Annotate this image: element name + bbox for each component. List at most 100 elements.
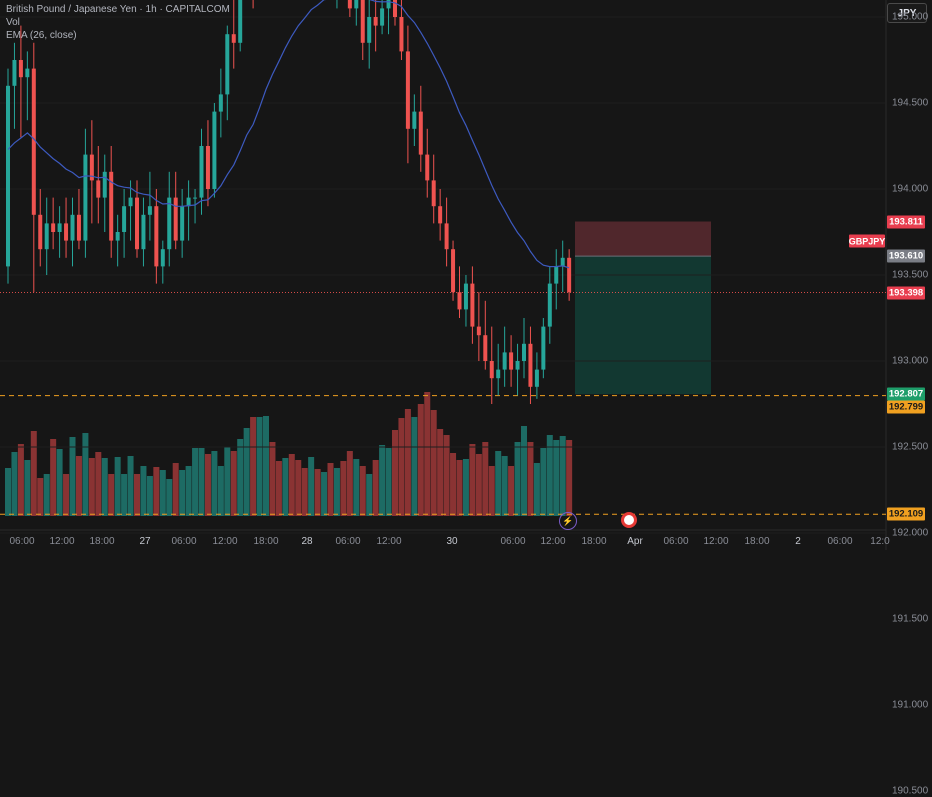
volume-bar	[146, 476, 153, 516]
volume-bar	[308, 457, 315, 516]
volume-bar	[50, 439, 57, 516]
volume-bar	[224, 447, 231, 516]
time-tick: 30	[446, 536, 458, 547]
candle-body	[470, 283, 475, 327]
time-tick: 06:00	[663, 536, 689, 547]
volume-bar	[127, 456, 134, 516]
candle-body	[180, 206, 185, 241]
volume-bar	[211, 451, 218, 516]
candle-body	[515, 361, 520, 370]
price-label: 193.811	[887, 215, 925, 228]
time-tick: 28	[301, 536, 313, 547]
price-tick: 194.000	[892, 183, 929, 195]
volume-bar	[521, 426, 527, 516]
volume-bar	[398, 418, 405, 516]
volume-bar	[88, 458, 95, 516]
candle-body	[528, 343, 533, 387]
volume-bar	[508, 466, 515, 516]
candle-body	[347, 0, 352, 9]
volume-bar	[269, 442, 276, 516]
volume-bar	[514, 442, 521, 516]
volume-bar	[501, 456, 508, 516]
candle-body	[31, 68, 36, 215]
volume-bar	[56, 449, 63, 516]
time-tick: 18:00	[253, 536, 279, 547]
candle-body	[102, 171, 107, 198]
volume-bar	[230, 451, 237, 516]
price-tick: 191.000	[892, 699, 929, 711]
volume-bar	[5, 468, 11, 516]
volume-bar	[553, 440, 560, 516]
volume-bar	[462, 459, 469, 516]
symbol-tag: GBPJPY	[848, 234, 886, 248]
volume-bar	[166, 479, 173, 516]
candle-body	[141, 214, 146, 250]
volume-bar	[321, 472, 328, 516]
volume-bar	[37, 478, 44, 516]
volume-bar	[533, 463, 540, 516]
candle-body	[360, 0, 365, 43]
volume-bar	[24, 460, 31, 516]
volume-bar	[488, 466, 495, 516]
chart-canvas[interactable]	[0, 0, 932, 550]
volume-bar	[450, 453, 457, 516]
candle-body	[431, 180, 436, 207]
candle-body	[425, 154, 430, 181]
volume-bar	[379, 445, 386, 516]
volume-bar	[121, 474, 128, 516]
candle-body	[373, 17, 378, 26]
volume-bar	[346, 451, 353, 516]
volume-bar	[17, 444, 24, 516]
volume-bar	[482, 442, 489, 516]
volume-bar	[424, 392, 431, 516]
candle-body	[147, 206, 152, 215]
candle-body	[567, 257, 572, 293]
candle-body	[128, 197, 133, 207]
volume-bar	[327, 463, 334, 516]
candle-body	[367, 17, 372, 43]
time-tick: 18:00	[581, 536, 607, 547]
vol-indicator-label[interactable]: Vol	[6, 17, 20, 28]
volume-bar	[263, 416, 269, 516]
volume-bar	[204, 454, 211, 516]
volume-bar	[198, 448, 205, 516]
candle-body	[380, 8, 385, 26]
time-tick: 12:00	[376, 536, 402, 547]
candle-body	[115, 232, 120, 241]
candle-body	[160, 249, 165, 267]
price-tick: 193.000	[892, 355, 929, 367]
candle-body	[44, 223, 49, 250]
time-tick: 12:0	[870, 536, 890, 547]
volume-bar	[385, 448, 392, 516]
volume-bar	[546, 435, 553, 516]
chart-title[interactable]: British Pound / Japanese Yen · 1h · CAPI…	[6, 4, 230, 15]
currency-button[interactable]: JPY	[887, 3, 927, 23]
candle-body	[405, 51, 410, 129]
lightning-icon[interactable]: ⚡	[559, 512, 577, 530]
candle-body	[89, 154, 94, 181]
position-tool[interactable]	[575, 221, 711, 395]
ema-indicator-label[interactable]: EMA (26, close)	[6, 30, 77, 41]
position-stop-zone	[575, 256, 711, 395]
volume-bar	[540, 448, 547, 516]
time-tick: 12:00	[703, 536, 729, 547]
record-icon[interactable]	[621, 512, 637, 528]
volume-bar	[114, 457, 121, 516]
candle-body	[122, 206, 127, 232]
candle-body	[76, 214, 81, 241]
volume-bar	[288, 454, 295, 516]
volume-bar	[95, 452, 102, 516]
volume-bar	[217, 466, 224, 516]
candle-body	[212, 111, 217, 189]
candle-body	[51, 223, 56, 232]
time-tick: 06:00	[335, 536, 361, 547]
candle-body	[438, 206, 443, 224]
volume-bar	[250, 417, 257, 516]
candle-body	[457, 292, 462, 310]
candle-body	[231, 34, 236, 43]
volume-bar	[82, 433, 89, 516]
price-tick: 193.500	[892, 269, 929, 281]
candle-body	[399, 17, 404, 52]
position-target-zone	[575, 221, 711, 257]
time-tick: 27	[139, 536, 151, 547]
